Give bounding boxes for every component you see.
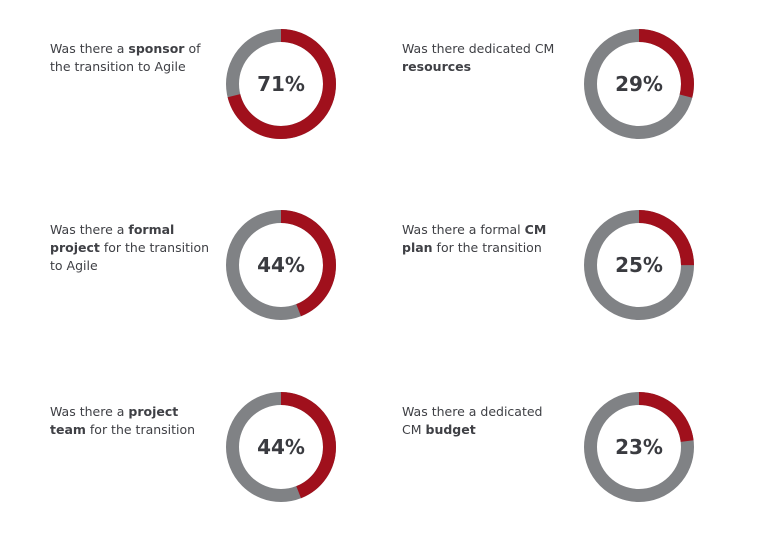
donut-svg: [584, 210, 694, 320]
caption-bold-text: CM plan: [402, 222, 547, 255]
donut-svg: [584, 392, 694, 502]
caption-bold-text: project team: [50, 404, 179, 437]
donut-value-arc: [584, 29, 694, 139]
caption-text: for the transition: [432, 240, 542, 255]
caption-text: Was there a: [50, 41, 129, 56]
caption-text: for the transition to Agile: [50, 240, 210, 273]
donut-item-formal-project: Was there a formal project for the trans…: [50, 210, 370, 341]
donut-chart: 44%: [225, 391, 337, 503]
question-label: Was there dedicated CM resources: [402, 40, 562, 76]
caption-bold-text: budget: [425, 422, 476, 437]
donut-svg: [226, 210, 336, 320]
question-label: Was there a formal project for the trans…: [50, 221, 210, 275]
caption-text: Was there a: [50, 404, 129, 419]
donut-svg: [226, 392, 336, 502]
question-label: Was there a sponsor of the transition to…: [50, 40, 210, 76]
percent-label: 25%: [615, 253, 663, 277]
percent-label: 44%: [257, 435, 305, 459]
percent-label: 44%: [257, 253, 305, 277]
donut-chart: 25%: [583, 209, 695, 321]
donut-chart: 71%: [225, 28, 337, 140]
caption-text: for the transition: [85, 422, 196, 437]
caption-bold-text: resources: [402, 59, 472, 74]
donut-value-arc: [226, 392, 336, 502]
donut-chart: 44%: [225, 209, 337, 321]
caption-text: of the transition to Agile: [50, 41, 201, 74]
question-label: Was there a project team for the transit…: [50, 403, 210, 439]
question-label: Was there a dedicated CM budget: [402, 403, 562, 439]
donut-item-cm-budget: Was there a dedicated CM budget 23%: [402, 392, 722, 523]
donut-item-cm-resources: Was there dedicated CM resources 29%: [402, 29, 722, 160]
donut-value-arc: [584, 392, 694, 502]
caption-text: Was there a dedicated CM: [402, 404, 543, 437]
donut-svg: [584, 29, 694, 139]
donut-svg: [226, 29, 336, 139]
caption-text: Was there a: [50, 222, 129, 237]
percent-label: 71%: [257, 72, 305, 96]
donut-value-arc: [226, 29, 336, 139]
caption-bold-text: formal project: [50, 222, 175, 255]
donut-chart: 23%: [583, 391, 695, 503]
percent-label: 23%: [615, 435, 663, 459]
caption-bold-text: sponsor: [128, 41, 185, 56]
caption-text: Was there a formal: [402, 222, 525, 237]
percent-label: 29%: [615, 72, 663, 96]
donut-item-project-team: Was there a project team for the transit…: [50, 392, 370, 523]
caption-text: Was there dedicated CM: [402, 41, 555, 56]
donut-value-arc: [226, 210, 336, 320]
donut-item-sponsor: Was there a sponsor of the transition to…: [50, 29, 370, 160]
donut-item-cm-plan: Was there a formal CM plan for the trans…: [402, 210, 722, 341]
donut-value-arc: [584, 210, 694, 320]
question-label: Was there a formal CM plan for the trans…: [402, 221, 562, 257]
donut-chart: 29%: [583, 28, 695, 140]
